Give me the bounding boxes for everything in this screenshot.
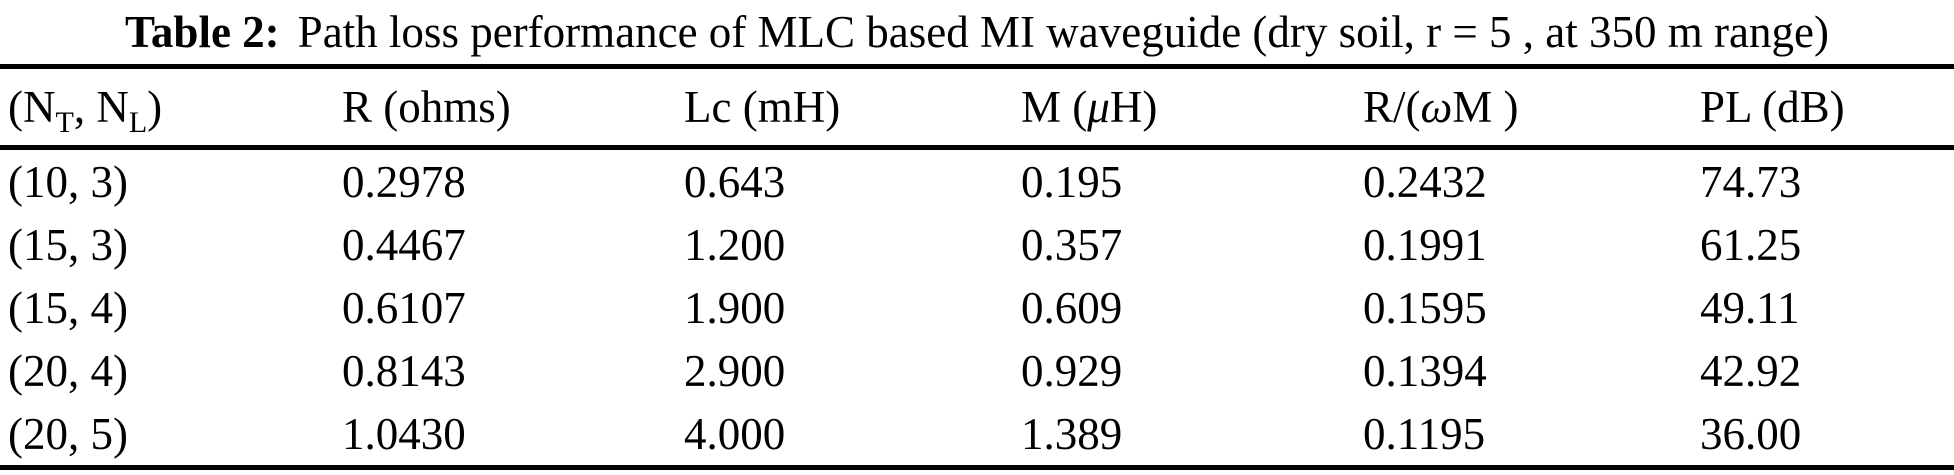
table-cell: 74.73 bbox=[1700, 156, 1802, 207]
col-header-r-ohms: R (ohms) bbox=[342, 66, 684, 150]
table-cell: 0.4467 bbox=[342, 219, 466, 270]
table-caption-label: Table 2: bbox=[125, 7, 280, 57]
table-row: (10, 3) 0.2978 0.643 0.195 0.2432 74.73 bbox=[0, 148, 1954, 214]
data-table: (NT, NL) R (ohms) Lc (mH) M (μH) R/(ωM ) PL (… bbox=[0, 64, 1954, 470]
col-header-m-uh: M (μH) bbox=[1021, 66, 1363, 150]
col-header-segment: R/( bbox=[1363, 82, 1421, 132]
table-cell: 0.609 bbox=[1021, 282, 1123, 333]
table-cell: 0.6107 bbox=[342, 282, 466, 333]
table-cell: 36.00 bbox=[1700, 408, 1802, 459]
table-cell: 0.1195 bbox=[1363, 408, 1486, 459]
col-header-segment: , N bbox=[73, 82, 129, 132]
table-cell: (15, 4) bbox=[8, 282, 128, 333]
table-cell: 61.25 bbox=[1700, 219, 1802, 270]
table-cell: 0.2432 bbox=[1363, 156, 1487, 207]
table-cell: 2.900 bbox=[684, 345, 786, 396]
table-row: (20, 4) 0.8143 2.900 0.929 0.1394 42.92 bbox=[0, 339, 1954, 402]
table-cell: 0.2978 bbox=[342, 156, 466, 207]
table-cell: 1.389 bbox=[1021, 408, 1123, 459]
table-row: (20, 5) 1.0430 4.000 1.389 0.1195 36.00 bbox=[0, 402, 1954, 468]
table-row: (15, 3) 0.4467 1.200 0.357 0.1991 61.25 bbox=[0, 213, 1954, 276]
table-cell: (15, 3) bbox=[8, 219, 128, 270]
table-cell: 42.92 bbox=[1700, 345, 1802, 396]
table-cell: 4.000 bbox=[684, 408, 786, 459]
table-header-row: (NT, NL) R (ohms) Lc (mH) M (μH) R/(ωM ) PL (… bbox=[0, 66, 1954, 150]
col-header-segment: ω bbox=[1420, 82, 1453, 132]
table-cell: 0.195 bbox=[1021, 156, 1123, 207]
table-cell: 1.200 bbox=[684, 219, 786, 270]
table-cell: (20, 5) bbox=[8, 408, 128, 459]
col-header-r-over-wm: R/(ωM ) bbox=[1363, 66, 1700, 150]
table-cell: 0.1394 bbox=[1363, 345, 1487, 396]
table-cell: 0.1991 bbox=[1363, 219, 1487, 270]
col-header-segment: Lc (mH) bbox=[684, 82, 841, 132]
table-cell: (10, 3) bbox=[8, 156, 128, 207]
col-header-segment: PL (dB) bbox=[1700, 82, 1845, 132]
table-cell: 0.929 bbox=[1021, 345, 1123, 396]
col-header-segment: L bbox=[128, 106, 148, 139]
table-cell: 0.8143 bbox=[342, 345, 466, 396]
table-caption: Table 2: Path loss performance of MLC ba… bbox=[0, 0, 1954, 64]
col-header-segment: (N bbox=[8, 82, 56, 132]
table-caption-text: Path loss performance of MLC based MI wa… bbox=[297, 7, 1829, 57]
table-cell: 0.357 bbox=[1021, 219, 1123, 270]
col-header-segment: ) bbox=[147, 82, 163, 132]
table-cell: 0.1595 bbox=[1363, 282, 1487, 333]
col-header-segment: M ( bbox=[1021, 82, 1088, 132]
table-row: (15, 4) 0.6107 1.900 0.609 0.1595 49.11 bbox=[0, 276, 1954, 339]
table-cell: 1.0430 bbox=[342, 408, 466, 459]
table-body: (10, 3) 0.2978 0.643 0.195 0.2432 74.73 (15, 3… bbox=[0, 148, 1954, 468]
col-header-segment: H) bbox=[1109, 82, 1158, 132]
table-cell: 0.643 bbox=[684, 156, 786, 207]
table-header: (NT, NL) R (ohms) Lc (mH) M (μH) R/(ωM ) PL (… bbox=[0, 66, 1954, 150]
col-header-pl-db: PL (dB) bbox=[1700, 66, 1954, 150]
col-header-segment: μ bbox=[1087, 82, 1110, 132]
table-cell: (20, 4) bbox=[8, 345, 128, 396]
col-header-segment: R (ohms) bbox=[342, 82, 511, 132]
col-header-nt-nl: (NT, NL) bbox=[0, 66, 342, 150]
table-cell: 49.11 bbox=[1700, 282, 1800, 333]
col-header-segment: M ) bbox=[1452, 82, 1519, 132]
table-cell: 1.900 bbox=[684, 282, 786, 333]
col-header-segment: T bbox=[55, 106, 74, 139]
col-header-lc-mh: Lc (mH) bbox=[684, 66, 1021, 150]
